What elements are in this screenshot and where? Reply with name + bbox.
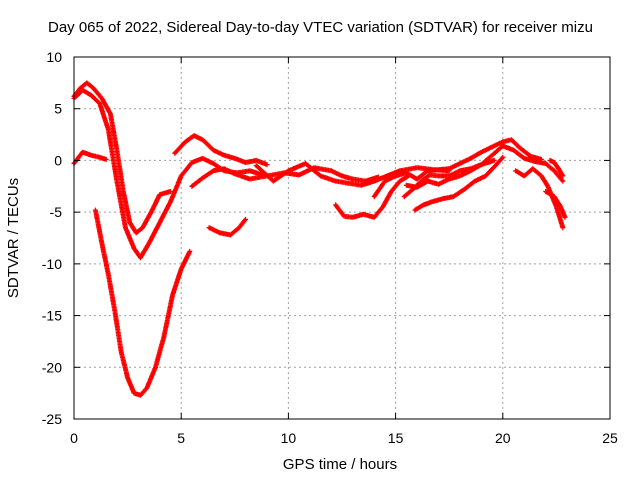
data-point-markers xyxy=(71,149,109,166)
y-tick-label: -10 xyxy=(42,256,62,272)
x-axis-label: GPS time / hours xyxy=(283,456,397,473)
data-point-markers xyxy=(172,133,270,168)
y-tick-label: 0 xyxy=(54,152,62,168)
series-pass-f xyxy=(206,216,248,238)
x-tick-label: 0 xyxy=(70,430,78,446)
data-point-markers xyxy=(371,137,544,200)
y-tick-label: 5 xyxy=(54,101,62,117)
x-tick-label: 20 xyxy=(495,430,511,446)
series-pass-c xyxy=(71,149,109,166)
y-tick-label: -15 xyxy=(42,308,62,324)
y-tick-label: -25 xyxy=(42,411,62,427)
y-axis-label: SDTVAR / TECUs xyxy=(5,178,22,298)
x-tick-label: 25 xyxy=(602,430,618,446)
data-point-markers xyxy=(513,166,566,231)
data-point-markers xyxy=(333,173,411,220)
series-pass-n xyxy=(513,166,566,231)
grid xyxy=(74,57,610,419)
data-point-markers xyxy=(92,207,193,398)
data-point-markers xyxy=(543,189,568,220)
y-tick-label: -5 xyxy=(50,204,63,220)
series-pass-p xyxy=(547,157,566,179)
series-pass-d xyxy=(92,207,193,398)
series-pass-e xyxy=(172,133,270,168)
series-pass-o xyxy=(543,189,568,220)
data-point-markers xyxy=(412,154,506,213)
series-pass-l xyxy=(403,157,497,190)
data-layer xyxy=(71,80,568,398)
plot-frame xyxy=(73,56,611,420)
data-point-markers xyxy=(403,157,497,190)
x-tick-label: 15 xyxy=(388,430,404,446)
y-tick-label: -20 xyxy=(42,359,62,375)
series-pass-i xyxy=(333,173,411,220)
x-tick-label: 10 xyxy=(281,430,297,446)
series-pass-j xyxy=(371,137,544,200)
chart-title: Day 065 of 2022, Sidereal Day-to-day VTE… xyxy=(48,19,593,36)
series-pass-m xyxy=(412,154,506,213)
y-tick-label: 10 xyxy=(46,49,62,65)
series-pass-h xyxy=(253,161,452,188)
data-point-markers xyxy=(547,157,566,179)
data-point-markers xyxy=(253,161,452,188)
ticks: 0 5 10 15 20 25 -25 -20 -15 -10 -5 0 5 10 xyxy=(42,49,618,446)
x-tick-label: 5 xyxy=(177,430,185,446)
data-point-markers xyxy=(206,216,248,238)
